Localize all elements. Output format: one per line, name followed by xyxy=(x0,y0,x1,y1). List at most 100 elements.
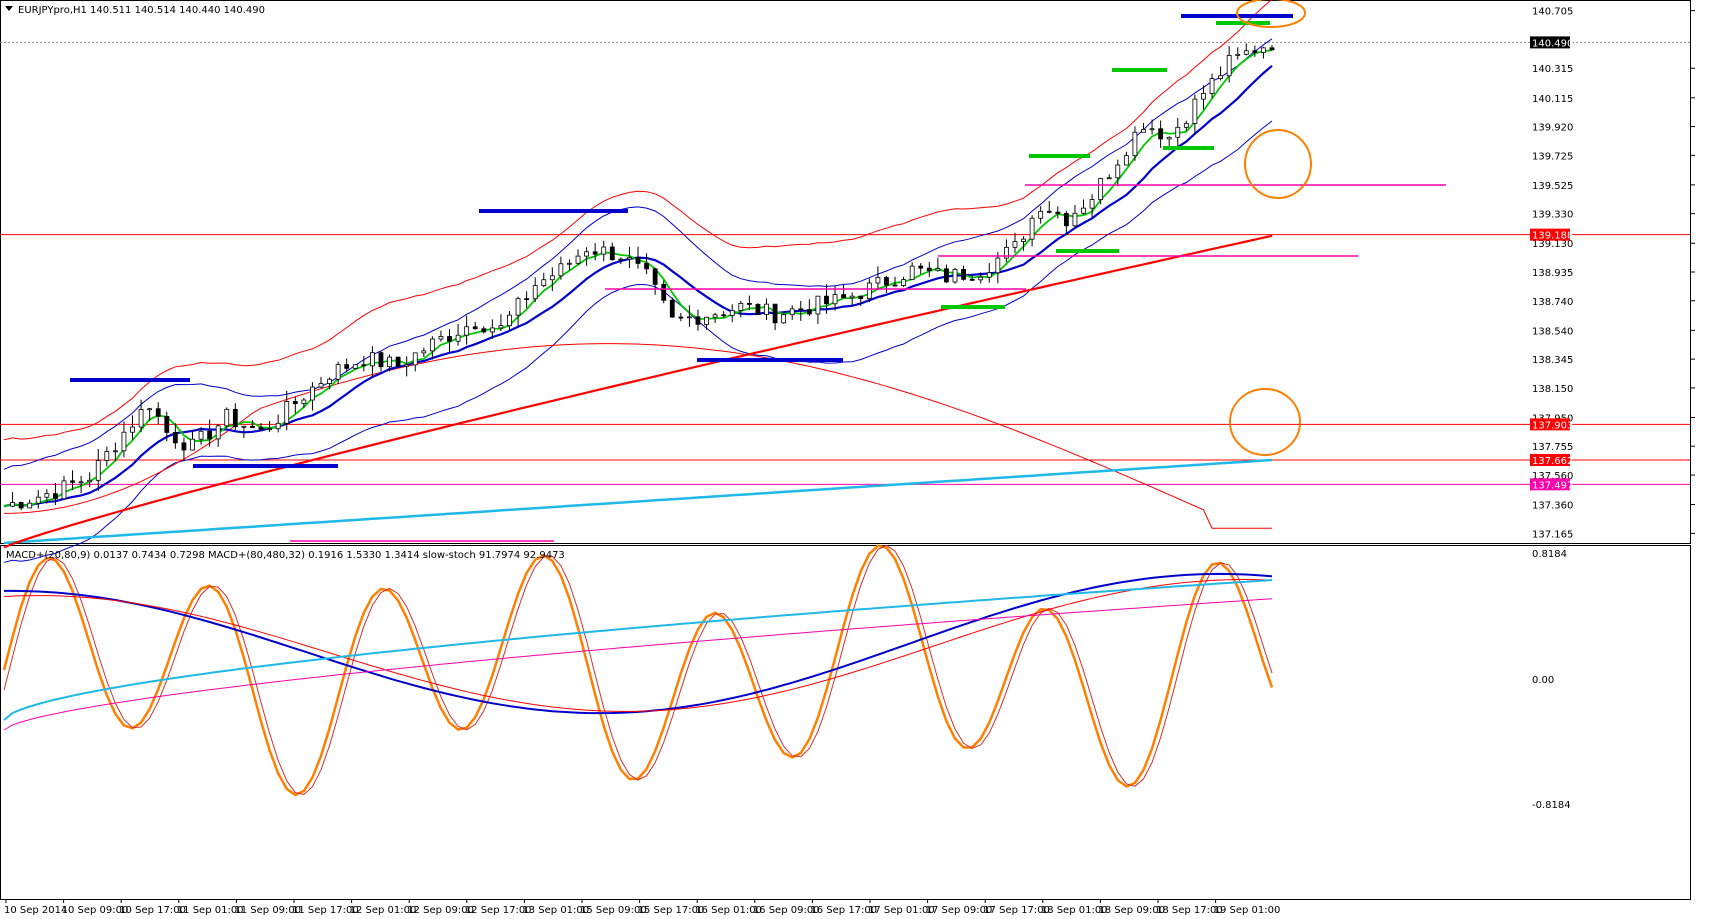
time-tick-label: 10 Sep 17:00 xyxy=(119,905,186,916)
candle-body xyxy=(627,257,632,260)
candle-body xyxy=(644,263,649,270)
candle-body xyxy=(601,246,607,255)
candle-body xyxy=(18,502,24,509)
time-tick-label: 12 Sep 01:00 xyxy=(350,905,417,916)
candle-body xyxy=(404,364,410,367)
candle-body xyxy=(395,356,401,367)
candle-body xyxy=(455,334,461,342)
time-tick-label: 16 Sep 17:00 xyxy=(810,905,877,916)
candle-body xyxy=(1209,78,1215,94)
candle-body xyxy=(969,278,975,281)
candle-body xyxy=(789,308,795,316)
candle-body xyxy=(481,328,487,333)
candle-body xyxy=(721,314,727,317)
candle-body xyxy=(524,298,530,301)
candle-body xyxy=(849,295,855,299)
candle-body xyxy=(652,268,658,285)
candle-body xyxy=(10,502,15,507)
time-tick-label: 16 Sep 01:00 xyxy=(695,905,762,916)
red-upper-envelope xyxy=(3,0,1272,441)
candle-body xyxy=(695,316,701,325)
candle-body xyxy=(738,303,744,311)
time-tick-label: 13 Sep 01:00 xyxy=(522,905,589,916)
candle-body xyxy=(1089,199,1095,209)
candle-body xyxy=(267,428,272,431)
candle-body xyxy=(858,295,864,299)
time-tick-label: 11 Sep 17:00 xyxy=(292,905,359,916)
candle-body xyxy=(1226,55,1232,77)
candle-body xyxy=(1269,47,1275,51)
candle-body xyxy=(755,303,761,315)
candle-body xyxy=(130,426,135,433)
price-panel-frame xyxy=(0,0,1691,544)
candle-body xyxy=(781,314,787,324)
candles xyxy=(10,43,1275,511)
oscillator-lines xyxy=(2,544,1274,797)
candle-body xyxy=(558,263,564,277)
price-tag-box xyxy=(1530,478,1570,491)
price-tick-label: 139.725 xyxy=(1532,151,1573,162)
candle-body xyxy=(284,401,290,424)
candle-body xyxy=(181,442,187,451)
candle-body xyxy=(250,425,255,429)
candle-body xyxy=(1218,75,1223,79)
oscillator-tick-label: -0.8184 xyxy=(1532,800,1571,811)
price-tag-box xyxy=(1530,228,1570,241)
candle-body xyxy=(584,251,589,257)
candle-body xyxy=(764,303,769,315)
candle-body xyxy=(669,299,675,318)
collapse-triangle-icon[interactable] xyxy=(5,6,13,11)
time-tick-label: 11 Sep 01:00 xyxy=(177,905,244,916)
price-tag-box xyxy=(1530,453,1570,466)
candle-body xyxy=(310,386,315,401)
price-axis: 140.705 140.315 140.115 139.920 139.725 139.5… xyxy=(1530,7,1695,811)
upper-band-line xyxy=(3,38,1273,470)
candle-body xyxy=(241,425,247,428)
candle-body xyxy=(541,279,547,287)
candle-body xyxy=(1243,50,1249,55)
candle-body xyxy=(618,258,624,261)
time-tick-label: 12 Sep 09:00 xyxy=(407,905,474,916)
candle-body xyxy=(1046,210,1052,213)
time-tick-label: 12 Sep 17:00 xyxy=(465,905,532,916)
price-tag-box xyxy=(1530,418,1570,431)
candle-body xyxy=(95,460,101,481)
candle-body xyxy=(275,422,281,430)
price-tick-label: 138.345 xyxy=(1532,355,1573,366)
candle-body xyxy=(575,255,581,264)
candle-body xyxy=(944,268,949,283)
candle-body xyxy=(515,298,521,316)
candle-body xyxy=(712,314,718,318)
candle-body xyxy=(1235,53,1241,56)
stoch-main-line xyxy=(2,544,1274,797)
candle-body xyxy=(841,294,847,299)
macd-slow-line xyxy=(3,579,1273,721)
candle-body xyxy=(352,364,358,369)
annotation-marks xyxy=(70,0,1446,542)
candle-body xyxy=(104,451,110,461)
price-tick-label: 139.330 xyxy=(1532,210,1573,221)
candle-body xyxy=(1141,129,1146,133)
price-tick-label: 138.540 xyxy=(1532,326,1573,337)
candle-body xyxy=(609,246,615,261)
candle-body xyxy=(1038,210,1044,219)
candle-body xyxy=(1004,246,1009,259)
time-tick-label: 10 Sep 09:00 xyxy=(62,905,129,916)
candle-body xyxy=(27,502,33,509)
candle-body xyxy=(892,284,898,287)
candle-body xyxy=(1183,123,1189,128)
candle-body xyxy=(1063,212,1069,227)
candle-body xyxy=(1132,131,1138,156)
candle-body xyxy=(986,272,992,278)
time-tick-label: 16 Sep 09:00 xyxy=(753,905,820,916)
candle-body xyxy=(378,352,384,368)
candle-body xyxy=(995,257,1001,274)
candle-body xyxy=(661,283,667,301)
candle-body xyxy=(824,295,829,305)
candle-body xyxy=(387,356,392,368)
candle-body xyxy=(806,309,812,315)
candle-body xyxy=(866,282,872,299)
horizontal-levels xyxy=(0,41,1690,485)
candle-body xyxy=(978,276,984,281)
candle-body xyxy=(961,269,966,280)
